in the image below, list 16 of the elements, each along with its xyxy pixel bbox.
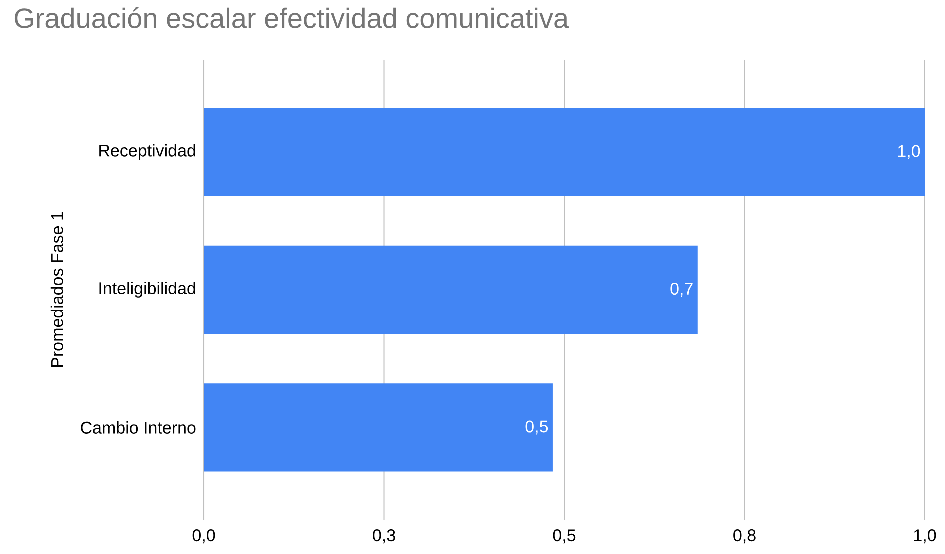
x-tick-label: 1,0: [914, 530, 936, 544]
data-label: 0,7: [670, 282, 693, 298]
x-tick-label: 0,8: [734, 530, 756, 544]
x-tick-label: 0,0: [192, 530, 216, 544]
y-axis-title: Promediados Fase 1: [50, 212, 64, 368]
data-label: 0,5: [526, 420, 548, 435]
y-tick-label: Cambio Interno: [81, 421, 196, 434]
data-label: 1,0: [898, 145, 920, 160]
y-tick-label: Receptividad: [100, 144, 196, 160]
x-tick-label: 0,3: [373, 530, 396, 544]
chart-title: Graduación escalar efectividad comunicativa: [14, 8, 570, 28]
y-tick-label: Inteligibilidad: [100, 282, 196, 298]
bar: [204, 108, 925, 196]
bar: [204, 384, 553, 472]
x-tick-label: 0,5: [553, 530, 576, 544]
bar: [204, 246, 698, 334]
